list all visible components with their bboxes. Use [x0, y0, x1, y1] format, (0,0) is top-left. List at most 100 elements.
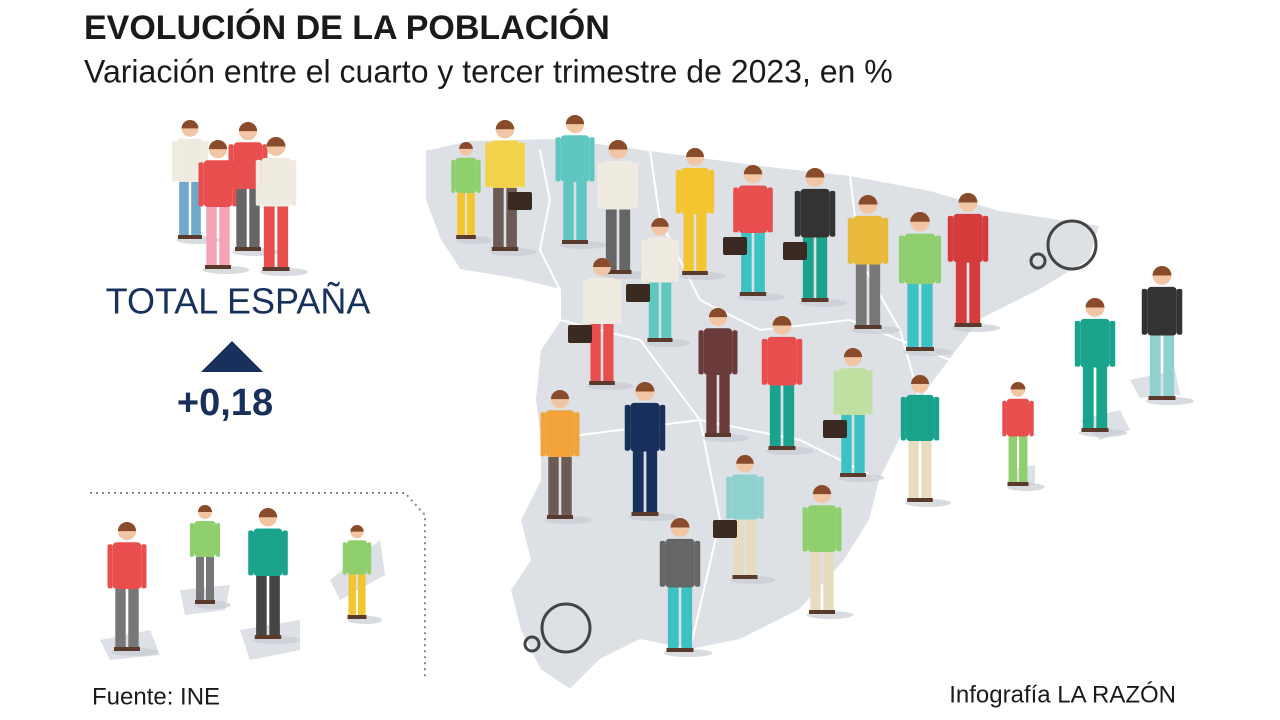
leg — [506, 188, 517, 248]
arm — [582, 279, 588, 324]
shoe — [562, 240, 588, 244]
person — [947, 192, 1001, 332]
hair — [708, 308, 728, 318]
hair — [258, 508, 278, 518]
leg — [196, 557, 204, 601]
briefcase — [626, 284, 650, 302]
person — [555, 115, 607, 249]
arm — [540, 412, 546, 457]
shoe — [456, 235, 476, 239]
arm — [709, 169, 715, 214]
torso — [807, 505, 837, 552]
leg — [619, 209, 631, 271]
leg — [810, 552, 821, 611]
hair — [910, 212, 930, 222]
torso — [253, 528, 283, 576]
torso — [1080, 318, 1110, 368]
leg — [754, 233, 765, 293]
torso — [560, 135, 590, 182]
credit: Infografía LA RAZÓN — [949, 681, 1176, 708]
torso — [703, 328, 733, 375]
leg — [823, 552, 834, 611]
hair — [198, 505, 212, 512]
leg — [646, 451, 658, 513]
shoe — [809, 610, 835, 614]
leg — [841, 415, 852, 474]
person — [1074, 298, 1128, 437]
leg — [1096, 367, 1108, 429]
arm — [476, 159, 481, 194]
person — [451, 142, 492, 244]
person — [726, 455, 776, 584]
hair — [238, 122, 258, 132]
leg — [236, 189, 247, 248]
torso — [680, 167, 710, 214]
leg — [466, 193, 475, 236]
leg — [603, 324, 614, 382]
leg — [576, 182, 587, 241]
shoe — [906, 347, 934, 351]
leg — [769, 385, 781, 447]
briefcase — [783, 242, 807, 260]
shoe — [682, 271, 708, 275]
briefcase — [508, 192, 532, 210]
shoe — [954, 323, 982, 327]
torso — [490, 140, 520, 188]
people — [107, 115, 1195, 657]
leg — [1082, 367, 1094, 429]
leg — [921, 284, 933, 348]
hair — [651, 218, 669, 227]
torso — [630, 402, 660, 452]
leg — [855, 264, 867, 326]
leg — [256, 576, 267, 636]
torso — [800, 188, 830, 238]
total-label: TOTAL ESPAÑA — [106, 281, 371, 322]
hair — [858, 195, 878, 205]
leg — [802, 237, 814, 299]
torso — [738, 185, 768, 233]
person — [190, 505, 231, 609]
arm — [934, 396, 940, 441]
arm — [290, 159, 297, 206]
torso — [545, 410, 575, 457]
hair — [208, 140, 228, 150]
arm — [659, 540, 666, 587]
subtitle: Variación entre el cuarto y tercer trime… — [84, 53, 893, 89]
person — [624, 382, 678, 521]
arm — [794, 190, 801, 237]
person — [802, 485, 854, 619]
arm — [198, 162, 204, 207]
torso — [261, 157, 291, 207]
arm — [899, 235, 905, 284]
hair — [635, 382, 655, 392]
canary-inset-border — [90, 492, 426, 680]
leg — [563, 182, 574, 241]
arm — [624, 404, 631, 451]
shoe — [604, 270, 632, 274]
torso — [1147, 286, 1177, 336]
hair — [686, 147, 704, 157]
person — [698, 308, 750, 442]
shoe — [262, 267, 290, 271]
leg — [249, 189, 260, 248]
torso — [346, 540, 368, 575]
torso — [646, 237, 674, 283]
arm — [694, 540, 701, 587]
leg — [191, 182, 201, 236]
shoe — [732, 575, 758, 579]
arm — [342, 542, 347, 575]
arm — [867, 370, 873, 415]
hair — [958, 192, 978, 203]
arm — [796, 338, 803, 385]
shoe — [1081, 428, 1109, 432]
shoe — [589, 381, 615, 385]
person — [733, 165, 785, 301]
hair — [1085, 298, 1105, 308]
arm — [172, 140, 177, 182]
leg — [733, 519, 744, 576]
hair — [495, 120, 515, 130]
leg — [741, 233, 752, 293]
person — [485, 120, 537, 256]
person — [847, 195, 901, 334]
